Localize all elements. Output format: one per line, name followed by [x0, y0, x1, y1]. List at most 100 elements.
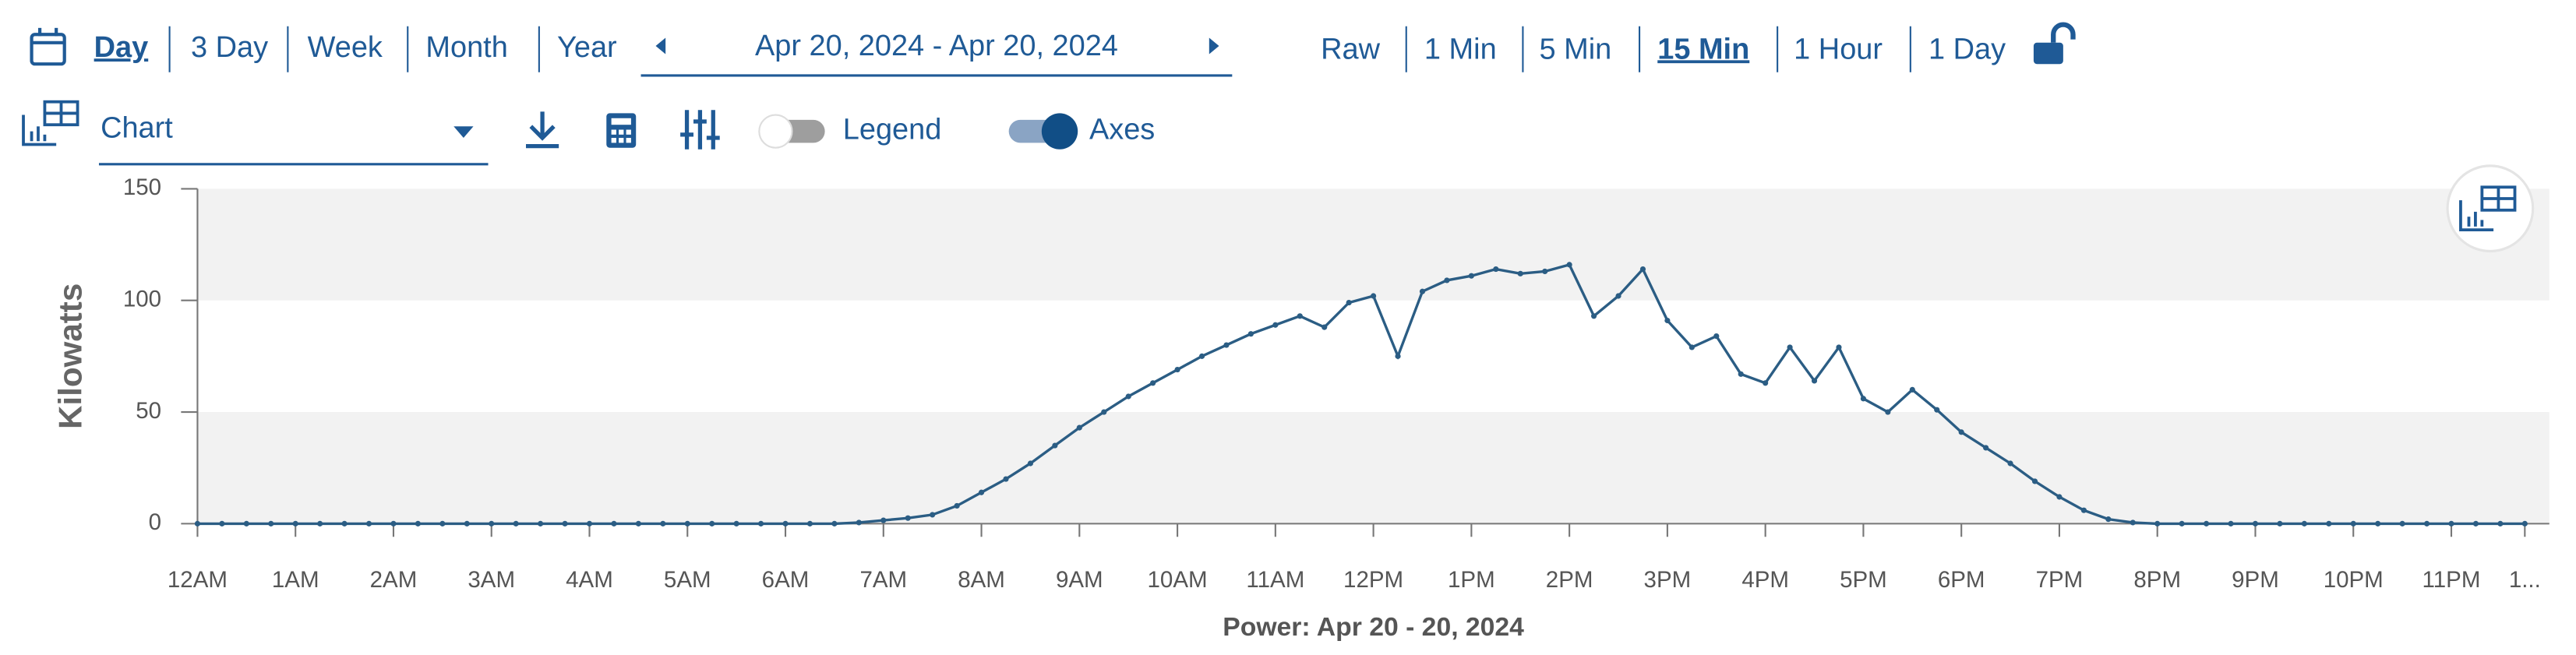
interval-5min[interactable]: 5 Min [1539, 33, 1611, 65]
data-point [930, 512, 936, 518]
range-month[interactable]: Month [425, 31, 507, 64]
data-point [1322, 324, 1328, 330]
data-point [2080, 507, 2087, 513]
settings-sliders-icon[interactable] [680, 110, 720, 150]
x-tick-label: 12PM [1343, 567, 1403, 593]
data-point [2326, 520, 2332, 526]
data-point [1566, 262, 1572, 268]
data-point [489, 520, 495, 526]
interval-15min[interactable]: 15 Min [1657, 33, 1749, 65]
data-point [1468, 273, 1474, 279]
data-point [2497, 520, 2504, 526]
legend-toggle[interactable] [758, 114, 825, 149]
data-point [2521, 520, 2528, 526]
view-select[interactable]: Chart [101, 112, 173, 145]
data-point [2228, 520, 2234, 526]
interval-raw[interactable]: Raw [1321, 33, 1380, 65]
data-point [635, 520, 641, 526]
x-tick-label: 8AM [958, 567, 1005, 593]
data-point [2423, 520, 2430, 526]
data-point [2130, 519, 2136, 526]
data-point [709, 520, 715, 526]
grid-band [197, 412, 2550, 524]
chart-view-icon[interactable] [22, 100, 79, 146]
data-point [2301, 520, 2307, 526]
x-tick-label: 6PM [1938, 567, 1985, 593]
data-point [2350, 520, 2356, 526]
x-tick-label: 4AM [566, 567, 613, 593]
date-range[interactable]: Apr 20, 2024 - Apr 20, 2024 [755, 30, 1118, 62]
data-point [2179, 520, 2185, 526]
next-arrow[interactable] [1209, 37, 1219, 55]
data-point [292, 520, 298, 526]
data-point [1101, 409, 1107, 415]
data-point [2105, 516, 2112, 523]
download-icon[interactable] [525, 111, 559, 149]
range-year[interactable]: Year [557, 31, 617, 64]
calendar-icon[interactable] [30, 27, 66, 66]
calculator-icon[interactable] [606, 113, 637, 148]
data-point [194, 520, 201, 526]
data-point [1811, 378, 1818, 384]
data-point [1885, 409, 1891, 415]
data-point [880, 517, 887, 523]
data-point [2472, 520, 2479, 526]
data-point [538, 520, 544, 526]
x-tick-label: 7PM [2036, 567, 2084, 593]
data-point [2448, 520, 2454, 526]
data-point [1027, 460, 1034, 467]
data-point [660, 520, 666, 526]
x-tick-label: 6AM [762, 567, 810, 593]
data-point [317, 520, 323, 526]
data-point [611, 520, 617, 526]
data-point [513, 520, 519, 526]
range-day[interactable]: Day [94, 31, 149, 64]
data-point [1738, 371, 1744, 377]
x-tick-label: 5AM [664, 567, 711, 593]
range-week[interactable]: Week [308, 31, 383, 64]
data-point [1076, 424, 1082, 431]
data-point [757, 520, 764, 526]
data-point [2399, 520, 2405, 526]
chart-options-button[interactable] [2446, 164, 2535, 253]
interval-1hour[interactable]: 1 Hour [1794, 33, 1883, 65]
x-tick-label: 2AM [370, 567, 418, 593]
x-tick-label: 2PM [1546, 567, 1593, 593]
lock-icon[interactable] [2033, 22, 2076, 65]
data-point [684, 520, 690, 526]
data-point [1615, 293, 1621, 299]
data-point [905, 515, 911, 521]
data-point [1713, 333, 1720, 340]
grid-band [197, 188, 2550, 301]
data-point [586, 520, 593, 526]
data-point [1395, 353, 1401, 359]
data-point [1419, 288, 1426, 294]
dropdown-caret[interactable] [453, 126, 474, 139]
data-point [562, 520, 568, 526]
data-point [782, 520, 789, 526]
prev-arrow[interactable] [655, 37, 666, 55]
data-line [197, 262, 2525, 526]
data-point [1934, 407, 1940, 413]
data-point [806, 520, 813, 526]
x-tick-label: 8PM [2133, 567, 2181, 593]
data-point [831, 520, 838, 526]
x-tick-label: 10PM [2324, 567, 2384, 593]
data-point [2154, 520, 2161, 526]
data-point [978, 489, 985, 495]
data-point [365, 520, 372, 526]
data-point [1664, 317, 1671, 324]
x-tick-label: 9PM [2232, 567, 2279, 593]
interval-1day[interactable]: 1 Day [1928, 33, 2006, 65]
x-tick-label: 3PM [1644, 567, 1692, 593]
axes-toggle[interactable] [1008, 113, 1078, 150]
range-3day[interactable]: 3 Day [191, 31, 268, 64]
data-point [1174, 367, 1180, 373]
data-point [1223, 342, 1230, 348]
data-point [1860, 396, 1867, 402]
interval-1min[interactable]: 1 Min [1424, 33, 1497, 65]
data-point [2007, 460, 2013, 467]
x-tick-label: 7AM [859, 567, 907, 593]
